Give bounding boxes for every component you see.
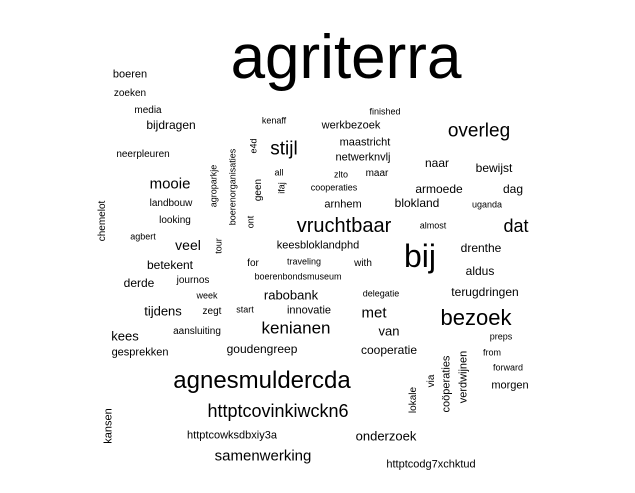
- word-veel: veel: [175, 237, 201, 253]
- word-kees: kees: [111, 328, 139, 344]
- word-landbouw: landbouw: [149, 198, 193, 209]
- word-from: from: [483, 347, 501, 358]
- word-innovatie: innovatie: [286, 304, 332, 317]
- word-blokland: blokland: [394, 196, 440, 210]
- word-kenianen: kenianen: [261, 318, 331, 338]
- word-e4d: e4d: [248, 138, 259, 154]
- word-kansen: kansen: [102, 408, 115, 444]
- word-zlto: zlto: [333, 169, 349, 180]
- word-mooie: mooie: [149, 175, 191, 193]
- word-boerenbondsmuseum: boerenbondsmuseum: [254, 271, 342, 282]
- word-ont: ont: [245, 215, 256, 229]
- word-dat: dat: [503, 216, 529, 236]
- word-agbert: agbert: [130, 231, 156, 242]
- word-werkbezoek: werkbezoek: [321, 119, 381, 132]
- word-journos: journos: [176, 275, 210, 286]
- word-cooperaties: cooperaties: [310, 182, 358, 193]
- word-met: met: [361, 304, 387, 322]
- word-maar: maar: [365, 168, 389, 179]
- word-goudengreep: goudengreep: [226, 342, 298, 356]
- word-derde: derde: [123, 276, 155, 290]
- word-ifaj: ifaj: [276, 182, 287, 194]
- word-uganda: uganda: [471, 199, 503, 210]
- word-kenaff: kenaff: [261, 115, 287, 126]
- word-bij: bij: [403, 238, 437, 274]
- word-delegatie: delegatie: [362, 288, 400, 299]
- word-dag: dag: [502, 182, 524, 196]
- word-week: week: [196, 290, 218, 301]
- word-cooperaties-v: coöperaties: [440, 355, 453, 413]
- word-aansluiting: aansluiting: [173, 326, 221, 337]
- word-agriterra: agriterra: [230, 23, 462, 92]
- word-verdwijnen: verdwijnen: [457, 350, 470, 404]
- word-boeren: boeren: [112, 68, 148, 81]
- word-samenwerking: samenwerking: [214, 447, 312, 465]
- word-bezoek: bezoek: [440, 305, 512, 330]
- word-with: with: [354, 258, 372, 269]
- word-chemelot: chemelot: [97, 200, 108, 242]
- word-httptcowksdbxiy3a: httptcowksdbxiy3a: [187, 429, 277, 442]
- word-forward: forward: [492, 362, 524, 373]
- word-onderzoek: onderzoek: [355, 428, 417, 444]
- word-finished: finished: [369, 106, 401, 117]
- word-tour: tour: [213, 238, 224, 254]
- word-keesbloklandphd: keesbloklandphd: [276, 239, 360, 252]
- word-netwerknvlj: netwerknvlj: [335, 151, 391, 164]
- word-all: all: [274, 167, 284, 178]
- word-cooperatie: cooperatie: [360, 343, 418, 357]
- word-lokale: lokale: [408, 386, 419, 414]
- word-van: van: [378, 323, 400, 339]
- word-armoede: armoede: [415, 182, 463, 196]
- word-terugdringen: terugdringen: [451, 285, 519, 299]
- word-media: media: [134, 105, 162, 116]
- word-naar: naar: [424, 156, 450, 170]
- word-httptcodg7xchktud: httptcodg7xchktud: [386, 458, 476, 471]
- word-looking: looking: [159, 215, 191, 226]
- word-gesprekken: gesprekken: [111, 346, 169, 359]
- word-betekent: betekent: [146, 258, 194, 272]
- word-aldus: aldus: [465, 264, 495, 278]
- word-stijl: stijl: [270, 138, 298, 160]
- word-morgen: morgen: [491, 379, 529, 392]
- word-geen: geen: [253, 178, 264, 202]
- word-bijdragen: bijdragen: [146, 118, 196, 132]
- word-via: via: [426, 374, 437, 388]
- word-agroparkje: agroparkje: [208, 164, 219, 208]
- word-tijdens: tijdens: [144, 303, 182, 319]
- word-drenthe: drenthe: [460, 241, 502, 255]
- word-traveling: traveling: [286, 256, 322, 267]
- word-vruchtbaar: vruchtbaar: [296, 215, 392, 237]
- word-rabobank: rabobank: [263, 287, 319, 303]
- word-start: start: [236, 304, 254, 315]
- word-preps: preps: [489, 331, 513, 342]
- word-arnhem: arnhem: [324, 198, 362, 211]
- word-for: for: [247, 258, 259, 269]
- word-zoeken: zoeken: [113, 88, 147, 99]
- word-maastricht: maastricht: [339, 136, 391, 149]
- word-httptcovinkiwckn6: httptcovinkiwckn6: [207, 401, 349, 421]
- word-bewijst: bewijst: [475, 161, 513, 175]
- word-boerenorganisaties: boerenorganisaties: [227, 148, 238, 226]
- word-zegt: zegt: [202, 306, 222, 317]
- word-overleg: overleg: [447, 120, 511, 142]
- word-neerpleuren: neerpleuren: [116, 149, 170, 160]
- word-agnesmuldercda: agnesmuldercda: [173, 367, 351, 394]
- word-almost: almost: [419, 220, 447, 231]
